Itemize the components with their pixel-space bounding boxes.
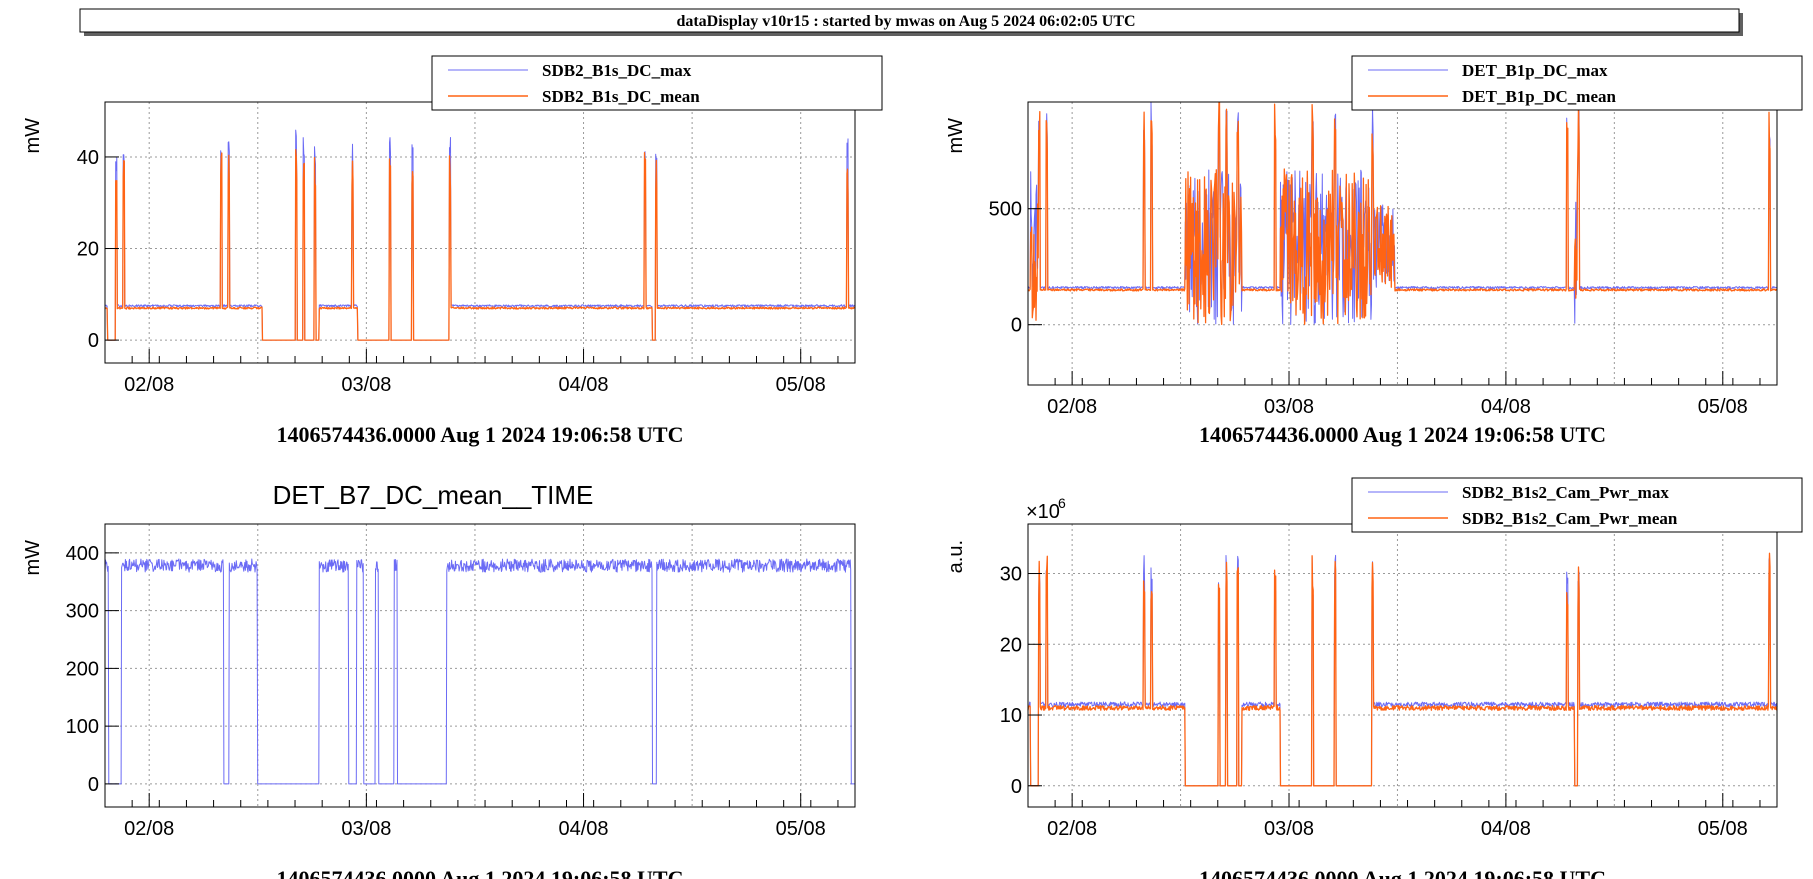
x-tick-label: 03/08 [341,818,391,840]
series-line-1 [1027,101,1778,325]
legend-label-2: SDB2_B1s_DC_mean [542,87,700,106]
legend-box [1351,55,1803,111]
legend-label-1: SDB2_B1s2_Cam_Pwr_max [1462,483,1669,502]
plot-frame [1027,523,1778,808]
y-tick-label: 400 [66,543,99,565]
legend: SDB2_B1s2_Cam_Pwr_max SDB2_B1s2_Cam_Pwr_m… [1351,477,1803,533]
x-tick-label: 02/08 [124,818,174,840]
x-tick-label: 02/08 [1047,396,1097,418]
grid-lines [105,102,855,363]
chart-panel-3: 0 100 200 300 400 02/08 03/08 04/08 05/08 mW 14065… [22,480,856,879]
y-axis-label: mW [22,540,44,576]
x-tick-label: 04/08 [559,818,609,840]
y-axis-label: a.u. [945,540,967,573]
chart-title: DET_B7_DC_mean__TIME [273,480,594,510]
y-exponent-power: 6 [1058,495,1066,511]
x-axis-label: 1406574436.0000 Aug 1 2024 19:06:58 UTC [1199,422,1606,447]
legend: DET_B1p_DC_max DET_B1p_DC_mean [1351,55,1803,111]
x-axis-label: 1406574436.0000 Aug 1 2024 19:06:58 UTC [276,866,683,879]
header-bar: dataDisplay v10r15 : started by mwas on … [79,8,1743,36]
x-tick-label: 03/08 [1264,818,1314,840]
chart-panel-1: 0 20 40 02/08 03/08 04/08 05/08 mW 1406574436.00… [22,55,883,447]
y-axis-label: mW [22,118,44,154]
y-tick-label: 30 [1000,564,1022,586]
legend-label-2: SDB2_B1s2_Cam_Pwr_mean [1462,509,1678,528]
y-tick-label: 0 [88,330,99,352]
y-tick-label: 200 [66,658,99,680]
y-tick-label: 0 [1011,315,1022,337]
x-tick-label: 05/08 [776,818,826,840]
y-tick-label: 40 [77,147,99,169]
y-tick-label: 10 [1000,705,1022,727]
plot-frame [104,101,856,364]
header-title: dataDisplay v10r15 : started by mwas on … [676,13,1135,30]
legend: SDB2_B1s_DC_max SDB2_B1s_DC_mean [431,55,883,111]
x-tick-label: 03/08 [1264,396,1314,418]
x-tick-label: 05/08 [1698,818,1748,840]
x-tick-label: 04/08 [1481,818,1531,840]
grid-lines [1028,102,1777,385]
series-line-2 [104,149,856,341]
x-tick-label: 02/08 [124,374,174,396]
legend-label-2: DET_B1p_DC_mean [1462,87,1617,106]
legend-box [1351,477,1803,533]
plot-frame [1027,101,1778,386]
y-tick-label: 300 [66,601,99,623]
y-exponent-label: ×10 [1026,501,1060,523]
legend-label-1: SDB2_B1s_DC_max [542,61,692,80]
legend-box [431,55,883,111]
y-tick-label: 20 [1000,634,1022,656]
y-tick-label: 100 [66,716,99,738]
plot-frame [104,523,856,808]
charts-layer: 0 20 40 02/08 03/08 04/08 05/08 mW 1406574436.00… [22,55,1803,879]
x-tick-label: 03/08 [341,374,391,396]
y-tick-label: 0 [88,774,99,796]
y-axis-label: mW [945,118,967,154]
x-tick-label: 05/08 [776,374,826,396]
chart-panel-2: 0 500 02/08 03/08 04/08 05/08 mW 1406574436.000… [945,55,1803,447]
series-line-1 [104,558,855,785]
x-tick-label: 04/08 [559,374,609,396]
y-tick-label: 20 [77,239,99,261]
y-tick-label: 0 [1011,776,1022,798]
y-tick-label: 500 [989,199,1022,221]
chart-panel-4: 0 10 20 30 02/08 03/08 04/08 05/08 a.u. 140657443… [945,477,1803,879]
series-line-1 [1028,554,1778,787]
x-tick-label: 04/08 [1481,396,1531,418]
grid-lines [1028,524,1777,807]
x-tick-label: 02/08 [1047,818,1097,840]
x-axis-label: 1406574436.0000 Aug 1 2024 19:06:58 UTC [1199,866,1606,879]
series-line-2 [1027,552,1778,787]
series-line-2 [1027,101,1778,326]
x-tick-label: 05/08 [1698,396,1748,418]
legend-label-1: DET_B1p_DC_max [1462,61,1608,80]
x-axis-label: 1406574436.0000 Aug 1 2024 19:06:58 UTC [276,422,683,447]
